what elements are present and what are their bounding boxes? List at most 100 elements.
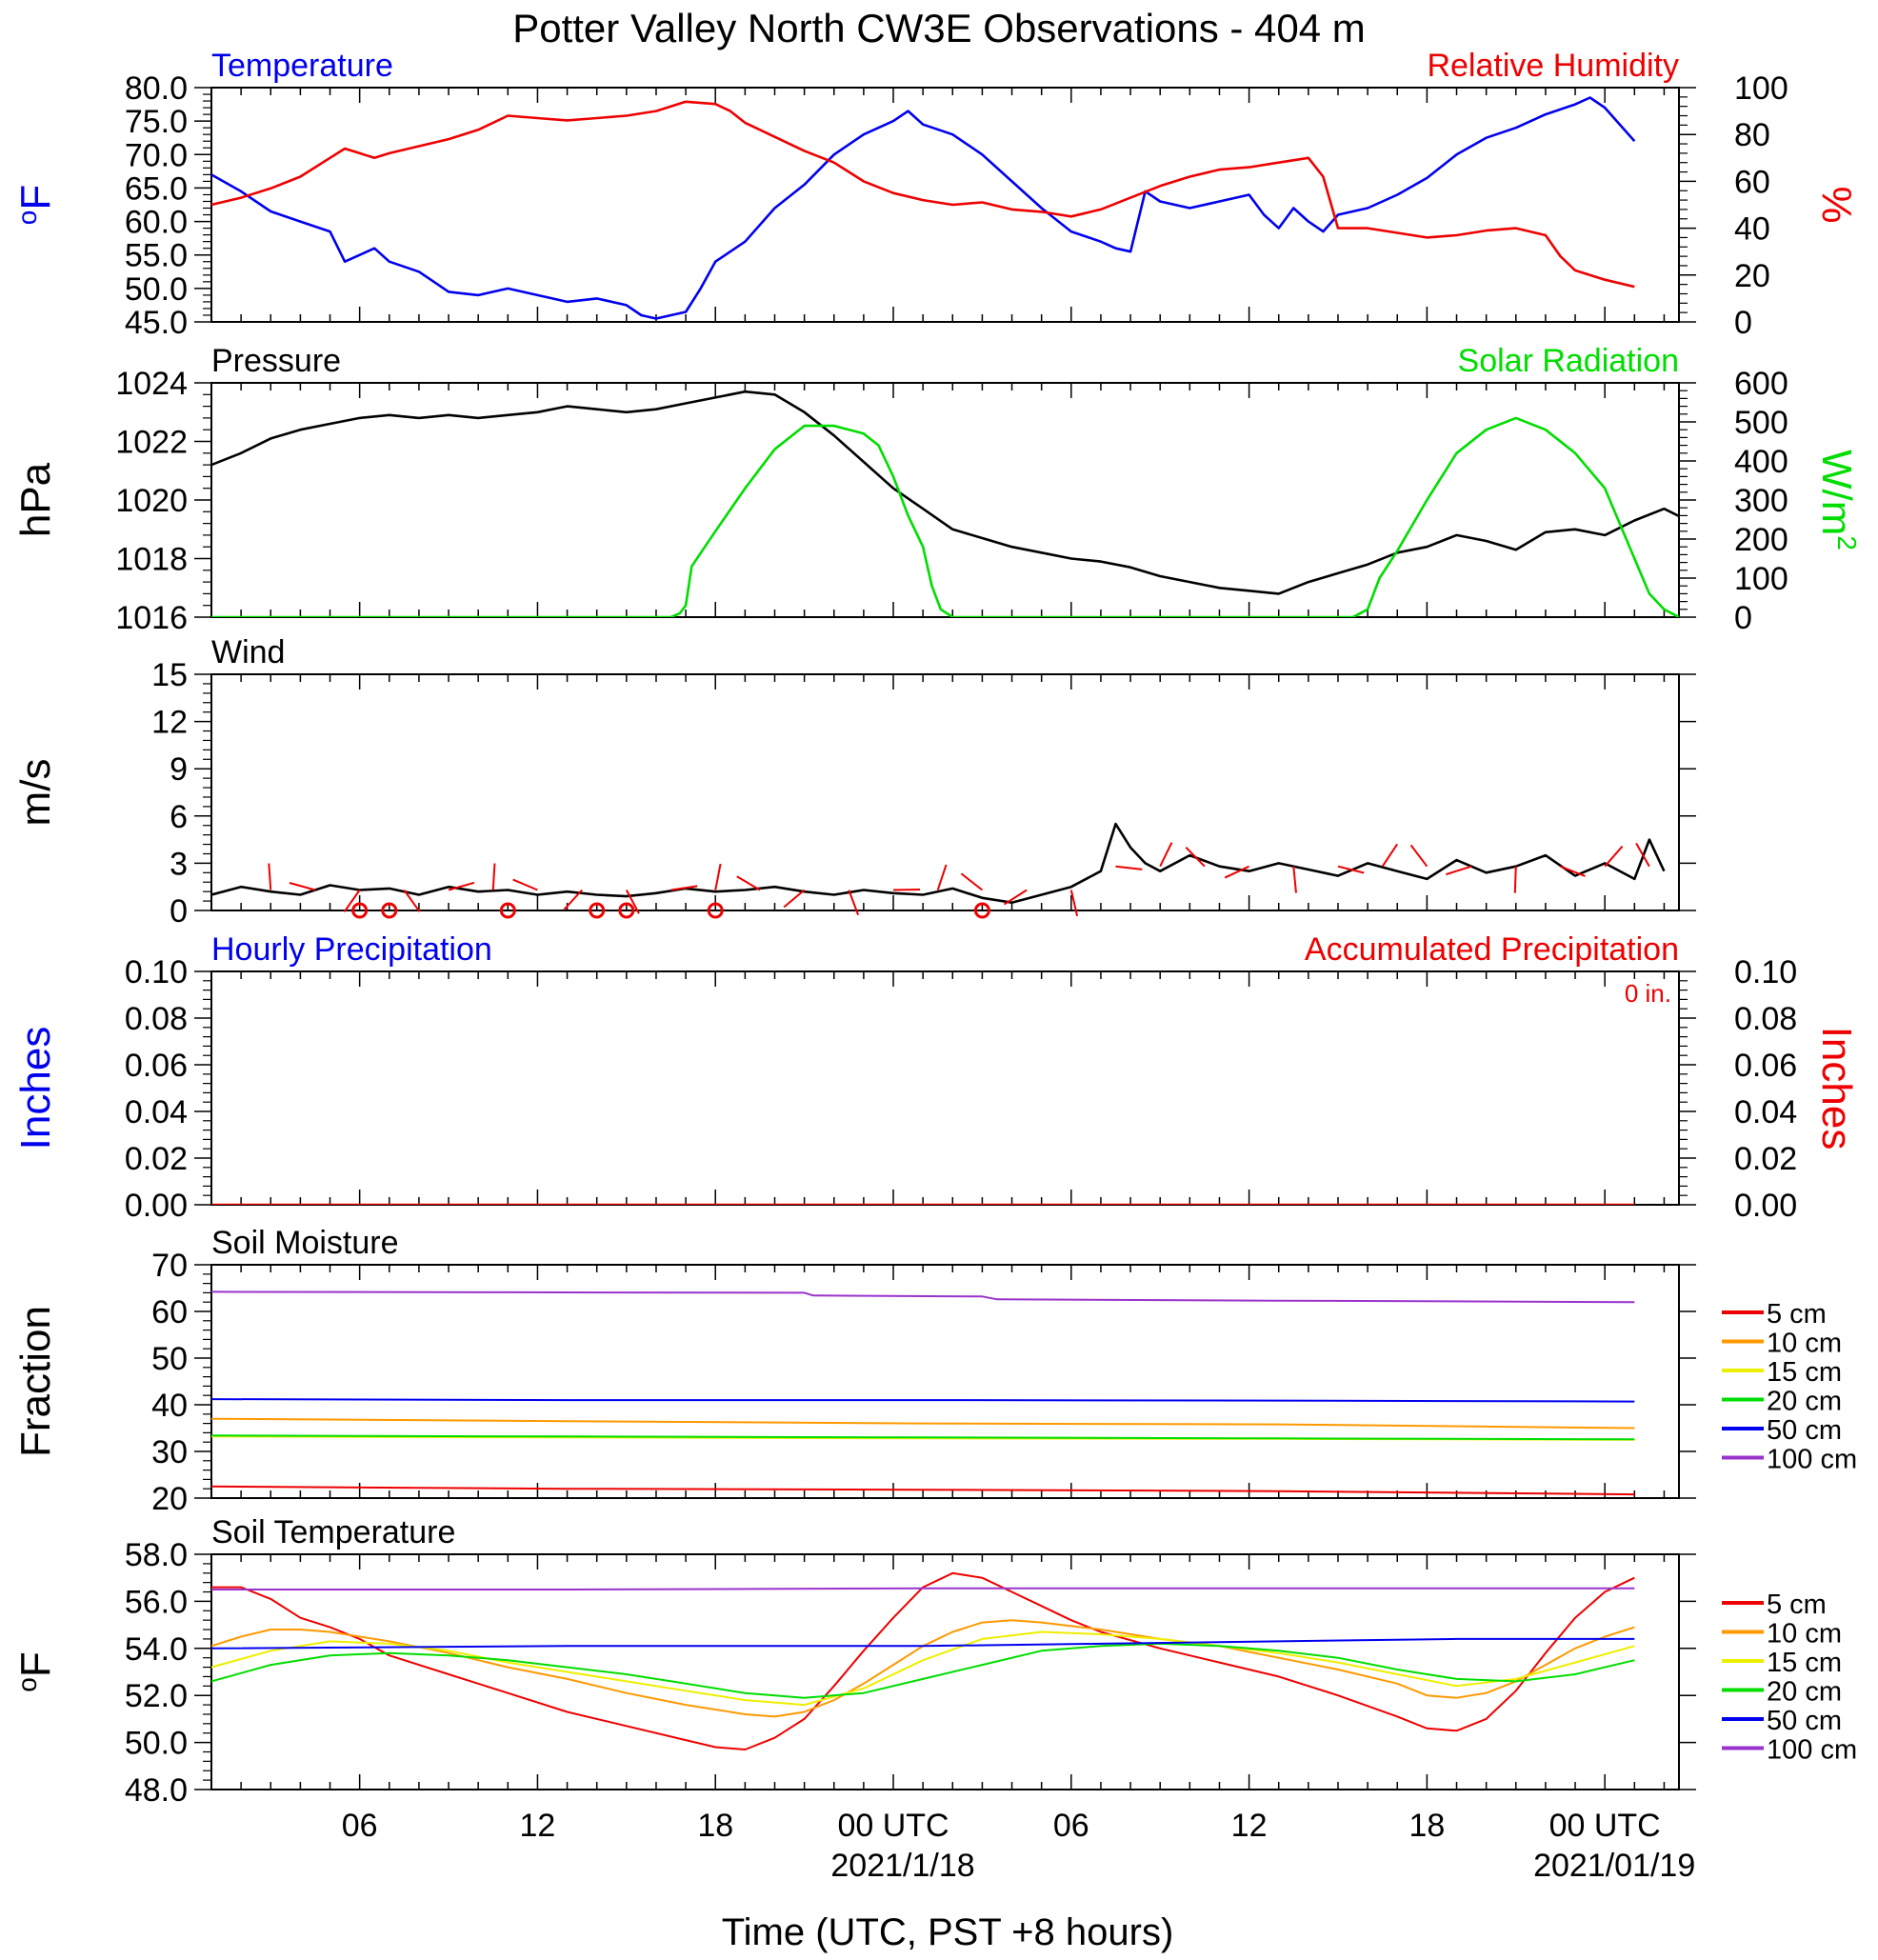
y-tick-label-right: 80	[1734, 117, 1770, 153]
y-axis-label-left: Fraction	[12, 1306, 59, 1457]
legend-label: 20 cm	[1767, 1677, 1842, 1708]
wind-barb	[403, 889, 421, 912]
y-tick-label-left: 0.02	[125, 1141, 188, 1177]
y-tick-label-right: 300	[1734, 483, 1788, 519]
y-tick-label-right: 0.04	[1734, 1094, 1797, 1130]
x-tick-label: 18	[697, 1808, 733, 1844]
wind-barb	[1446, 865, 1472, 876]
panel-precip: 0.00 0.02 0.04 0.06 0.08 0.10 0.00 0.02 0.04 0.06…	[12, 931, 1860, 1224]
y-tick-label-left: 6	[170, 799, 188, 835]
y-tick-label-right: 100	[1734, 561, 1788, 597]
x-tick-label: 00 UTC	[1549, 1808, 1661, 1844]
calm-wind-marker	[589, 902, 606, 919]
chart-title: Potter Valley North CW3E Observations - …	[512, 6, 1366, 50]
wind-barb	[783, 889, 806, 909]
wind-barb	[1560, 865, 1586, 877]
calm-wind-marker	[618, 902, 635, 919]
panel-title-left: Temperature	[211, 48, 393, 84]
y-tick-label-left: 0.10	[125, 954, 188, 990]
y-tick-label-left: 15	[151, 657, 188, 693]
legend-label: 10 cm	[1767, 1329, 1842, 1359]
wind-barb	[714, 863, 722, 890]
series-line-100-cm	[211, 1587, 1635, 1590]
wind-barb	[1069, 890, 1079, 917]
y-tick-label-right: 60	[1734, 164, 1770, 200]
x-tick-label: 12	[520, 1808, 556, 1844]
y-tick-label-right: 20	[1734, 258, 1770, 294]
calm-wind-marker	[499, 902, 516, 919]
wind-barb	[1604, 845, 1624, 868]
y-tick-label-right: 0.10	[1734, 954, 1797, 990]
panel-soil_moist: 20 30 40 50 60 70 Soil Moisture Fraction 5 cm10 …	[12, 1225, 1857, 1517]
x-tick-label: 06	[1053, 1808, 1089, 1844]
panel-frame	[210, 1553, 1680, 1790]
panel-title-left: Soil Moisture	[211, 1225, 399, 1261]
panel-title-right: Relative Humidity	[1427, 48, 1679, 84]
y-tick-label-right: 0.00	[1734, 1188, 1797, 1224]
legend-label: 5 cm	[1767, 1590, 1827, 1620]
legend-label: 100 cm	[1767, 1735, 1857, 1766]
x-tick-label: 00 UTC	[837, 1808, 949, 1844]
panel-title-right: Accumulated Precipitation	[1305, 931, 1679, 968]
y-tick-label-left: 54.0	[125, 1631, 188, 1668]
wind-barb	[491, 863, 496, 890]
y-tick-label-left: 9	[170, 751, 188, 788]
y-tick-label-left: 20	[151, 1481, 188, 1517]
wind-barb	[960, 872, 984, 891]
wind-barb	[1337, 865, 1365, 874]
x-tick-label: 18	[1408, 1808, 1445, 1844]
y-tick-label-left: 1020	[115, 483, 188, 519]
y-tick-label-left: 0.08	[125, 1001, 188, 1037]
y-tick-label-left: 12	[151, 705, 188, 741]
y-tick-label-left: 50.0	[125, 1726, 188, 1762]
series-line-10-cm	[211, 1417, 1635, 1430]
y-tick-label-right: 200	[1734, 522, 1788, 558]
panel-temp_rh: 45.050.055.060.065.070.075.080.0 0 20 40 60 8…	[12, 48, 1860, 341]
wind-barb	[1381, 843, 1398, 868]
series-line-100-cm	[211, 1290, 1635, 1304]
series-line-solar-radiation	[211, 416, 1679, 617]
wind-barb	[1159, 842, 1173, 868]
wind-barb	[1635, 842, 1650, 868]
y-tick-label-left: 80.0	[125, 70, 188, 107]
y-tick-label-right: 500	[1734, 405, 1788, 441]
x-tick-label: 12	[1231, 1808, 1268, 1844]
y-tick-label-right: 0.06	[1734, 1048, 1797, 1084]
y-tick-label-left: 56.0	[125, 1584, 188, 1620]
panel-title-right: Solar Radiation	[1458, 343, 1679, 379]
legend-label: 50 cm	[1767, 1706, 1842, 1736]
y-axis-label-right: %	[1813, 186, 1860, 223]
y-tick-label-left: 55.0	[125, 238, 188, 274]
y-tick-label-left: 3	[170, 846, 188, 882]
y-tick-label-left: 0.04	[125, 1094, 188, 1130]
legend-label: 10 cm	[1767, 1619, 1842, 1650]
y-tick-label-left: 60.0	[125, 205, 188, 241]
y-tick-label-left: 0.00	[125, 1188, 188, 1224]
y-axis-label-left: m/s	[12, 759, 59, 827]
calm-wind-marker	[973, 902, 990, 919]
x-tick-label: 06	[342, 1808, 378, 1844]
y-tick-label-left: 0.06	[125, 1048, 188, 1084]
wind-barb	[625, 890, 640, 914]
legend-label: 50 cm	[1767, 1415, 1842, 1446]
legend-label: 100 cm	[1767, 1445, 1857, 1475]
y-tick-label-right: 100	[1734, 70, 1788, 107]
legend-label: 5 cm	[1767, 1299, 1827, 1330]
series-line-50-cm	[211, 1398, 1635, 1403]
wind-barb	[848, 890, 860, 916]
y-axis-label-left: Inches	[12, 1027, 59, 1150]
y-tick-label-left: 1024	[115, 366, 188, 402]
y-tick-label-left: 60	[151, 1294, 188, 1330]
y-tick-label-left: 75.0	[125, 104, 188, 140]
accumulated-total: 0 in.	[1625, 979, 1671, 1008]
y-tick-label-left: 1022	[115, 425, 188, 461]
wind-barb	[512, 878, 538, 891]
wind-barbs	[268, 842, 1650, 919]
series-line-5-cm	[211, 1571, 1635, 1750]
y-axis-label-left: oF	[12, 185, 59, 225]
series-line-15-cm	[211, 1630, 1635, 1707]
